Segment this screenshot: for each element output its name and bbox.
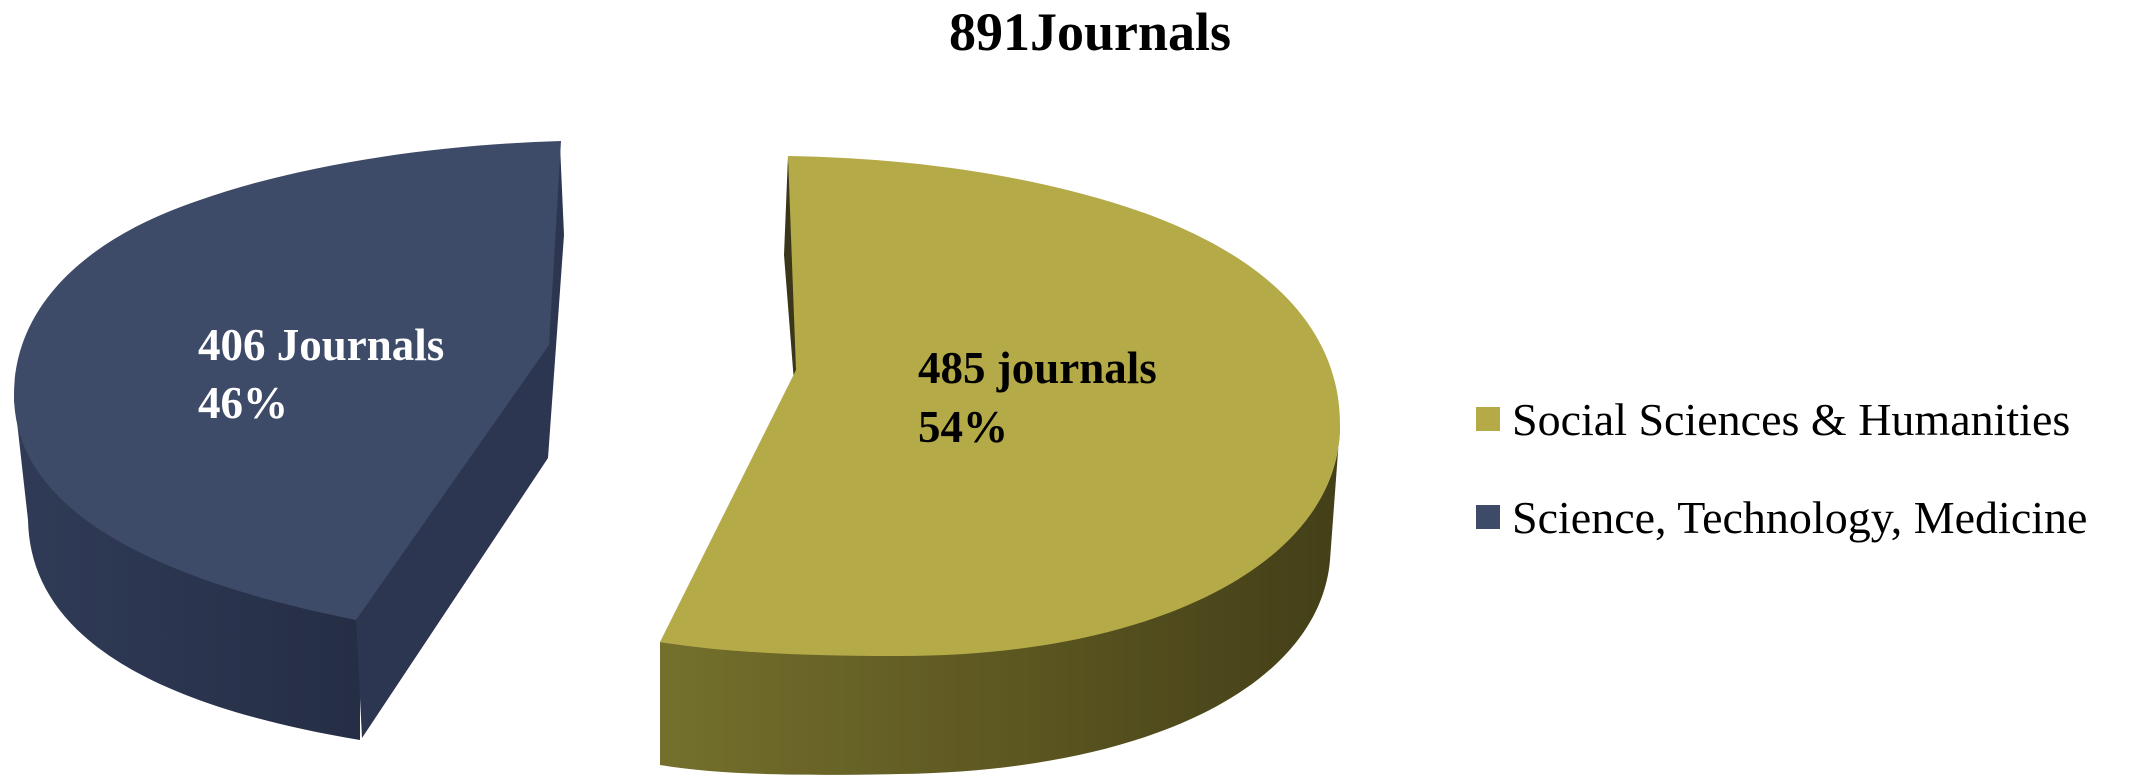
slice-science-technology-medicine: 406 Journals 46% [14, 141, 564, 740]
legend-item-science-technology-medicine: Science, Technology, Medicine [1476, 492, 2087, 543]
ssh-slice-side-outer [660, 425, 1340, 775]
legend-label-social-sciences-humanities: Social Sciences & Humanities [1512, 394, 2070, 445]
ssh-label-count: 485 journals [918, 343, 1157, 393]
stm-slice-top [14, 141, 561, 620]
stm-slice-side-cut [356, 145, 564, 738]
chart-legend: Social Sciences & Humanities Science, Te… [1476, 394, 2087, 543]
legend-label-science-technology-medicine: Science, Technology, Medicine [1512, 492, 2087, 543]
legend-item-social-sciences-humanities: Social Sciences & Humanities [1476, 394, 2070, 445]
legend-swatch-social-sciences-humanities [1476, 407, 1500, 431]
stm-label-percent: 46% [198, 378, 288, 428]
ssh-label-percent: 54% [918, 402, 1008, 452]
legend-swatch-science-technology-medicine [1476, 505, 1500, 529]
stm-label-count: 406 Journals [198, 320, 444, 370]
chart-title: 891Journals [949, 2, 1231, 62]
ssh-slice-top [660, 156, 1340, 656]
slice-social-sciences-humanities: 485 journals 54% [660, 156, 1340, 775]
